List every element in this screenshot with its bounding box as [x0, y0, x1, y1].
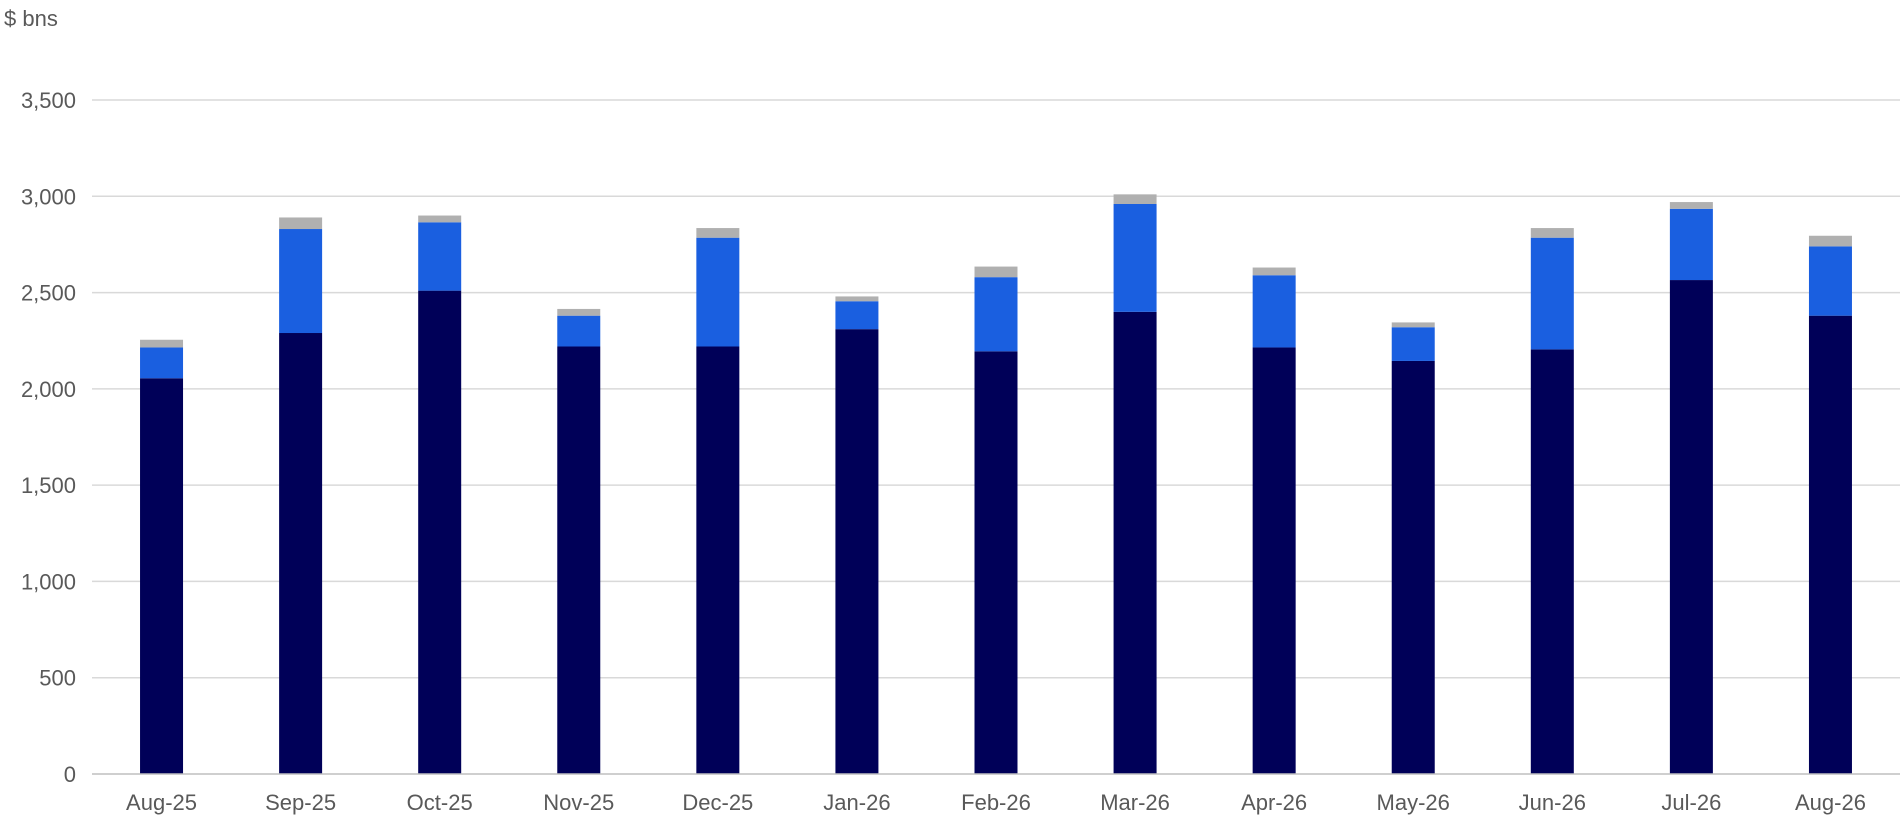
bar-segment-series-1 — [557, 346, 601, 774]
bar-segment-series-3 — [974, 266, 1018, 278]
bar-segment-series-3 — [418, 215, 462, 223]
bar-segment-series-1 — [696, 346, 740, 774]
bar-segment-series-3 — [835, 296, 879, 302]
y-tick-label: 0 — [64, 762, 76, 787]
y-tick-label: 2,000 — [21, 377, 76, 402]
bar-segment-series-1 — [1252, 347, 1296, 774]
x-tick-label: Apr-26 — [1241, 790, 1307, 815]
x-tick-label: Aug-25 — [126, 790, 197, 815]
bar-segment-series-3 — [696, 228, 740, 238]
bar-segment-series-3 — [557, 308, 601, 316]
bar-segment-series-1 — [418, 290, 462, 774]
x-tick-label: Oct-25 — [407, 790, 473, 815]
bars — [140, 194, 1852, 774]
bar-segment-series-1 — [1113, 311, 1157, 774]
x-tick-label: Nov-25 — [543, 790, 614, 815]
bar-segment-series-2 — [1669, 208, 1713, 281]
bar-segment-series-2 — [140, 347, 184, 379]
bar-segment-series-2 — [835, 301, 879, 330]
bar-segment-series-2 — [974, 277, 1018, 352]
x-tick-label: Mar-26 — [1100, 790, 1170, 815]
x-tick-label: Jul-26 — [1661, 790, 1721, 815]
x-tick-label: Sep-25 — [265, 790, 336, 815]
y-axis-ticks: 0 500 1,000 1,500 2,000 2,500 3,000 3,500 — [21, 88, 76, 787]
bar-segment-series-3 — [140, 339, 184, 348]
bar-segment-series-2 — [1252, 275, 1296, 348]
bar-segment-series-3 — [1391, 322, 1435, 328]
bar-segment-series-1 — [1669, 280, 1713, 774]
bar-segment-series-1 — [279, 333, 323, 774]
bar-segment-series-2 — [1391, 327, 1435, 361]
bar-segment-series-1 — [835, 329, 879, 774]
bar-segment-series-2 — [696, 237, 740, 347]
bar-segment-series-3 — [1113, 194, 1157, 204]
y-tick-label: 2,500 — [21, 281, 76, 306]
y-tick-label: 1,000 — [21, 569, 76, 594]
bar-segment-series-2 — [1530, 237, 1574, 350]
x-tick-label: Jun-26 — [1519, 790, 1586, 815]
bar-segment-series-3 — [1669, 202, 1713, 209]
y-tick-label: 3,500 — [21, 88, 76, 113]
bar-segment-series-3 — [1808, 235, 1852, 247]
x-tick-label: Jan-26 — [823, 790, 890, 815]
y-tick-label: 1,500 — [21, 473, 76, 498]
bar-segment-series-2 — [279, 229, 323, 334]
bar-segment-series-1 — [140, 378, 184, 774]
bar-segment-series-1 — [1808, 315, 1852, 774]
bar-segment-series-2 — [1808, 246, 1852, 316]
y-tick-label: 500 — [39, 666, 76, 691]
bar-segment-series-3 — [279, 217, 323, 230]
bar-segment-series-2 — [1113, 203, 1157, 312]
x-tick-label: Dec-25 — [682, 790, 753, 815]
y-tick-label: 3,000 — [21, 184, 76, 209]
x-tick-label: May-26 — [1377, 790, 1450, 815]
bar-segment-series-2 — [557, 315, 601, 347]
bar-segment-series-3 — [1530, 228, 1574, 238]
bar-segment-series-3 — [1252, 267, 1296, 276]
y-axis-unit-label: $ bns — [4, 6, 58, 31]
bar-segment-series-1 — [1391, 360, 1435, 774]
bar-segment-series-1 — [1530, 349, 1574, 774]
x-tick-label: Feb-26 — [961, 790, 1031, 815]
bar-segment-series-1 — [974, 351, 1018, 774]
x-tick-label: Aug-26 — [1795, 790, 1866, 815]
x-axis-ticks: Aug-25 Sep-25 Oct-25 Nov-25 Dec-25 Jan-26 Feb-… — [126, 790, 1866, 815]
bar-segment-series-2 — [418, 222, 462, 291]
